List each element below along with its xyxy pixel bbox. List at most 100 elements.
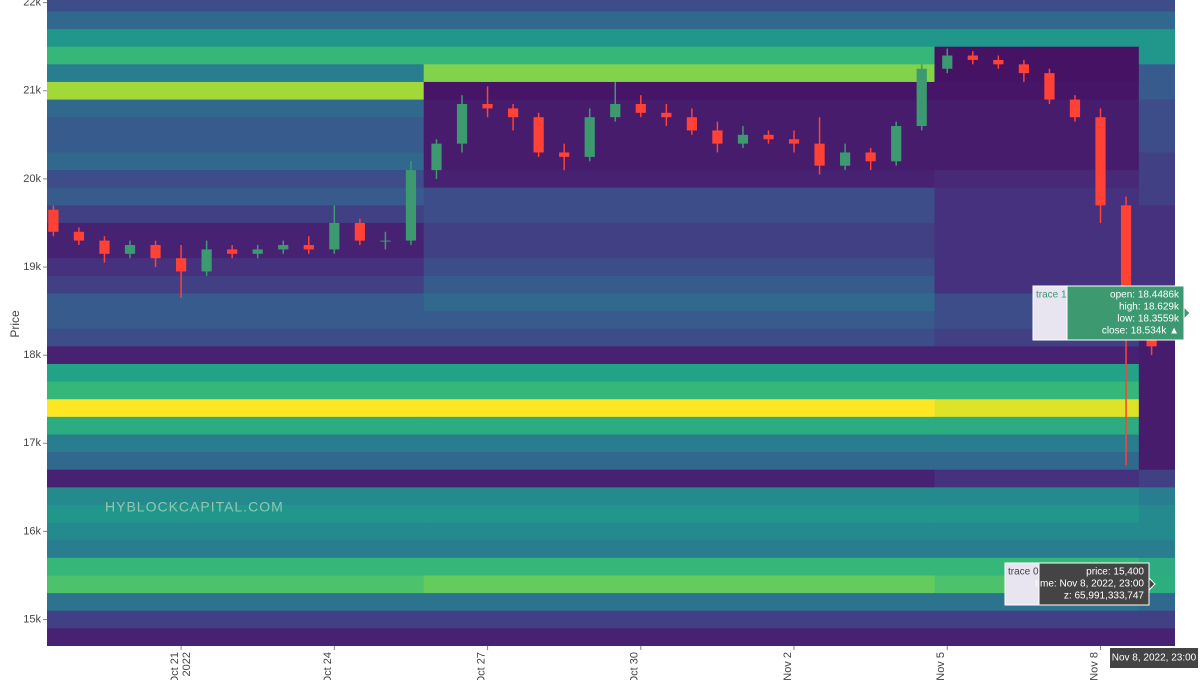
- heatmap-cell: [1138, 487, 1175, 506]
- heatmap-cell: [1138, 205, 1175, 224]
- heatmap-cell: [934, 240, 1140, 259]
- tooltip-line: close: 18.534k ▲: [1102, 326, 1179, 337]
- heatmap-cell: [1138, 434, 1175, 453]
- heatmap-cell: [47, 610, 425, 629]
- heatmap-cell: [423, 522, 936, 541]
- heatmap-cell: [47, 134, 425, 153]
- heatmap-cell: [47, 64, 425, 83]
- tooltip-name-box: [1032, 285, 1068, 341]
- heatmap-cell: [1138, 452, 1175, 471]
- y-tick-label: 22k: [23, 0, 41, 9]
- x-tick-label: Oct 21: [169, 652, 181, 680]
- candle-body: [405, 170, 417, 241]
- heatmap-cell: [934, 64, 1140, 83]
- heatmap-cell: [47, 275, 425, 294]
- heatmap-cell: [423, 205, 936, 224]
- candle-body: [431, 143, 442, 171]
- heatmap-cell: [934, 487, 1140, 506]
- candle-body: [635, 103, 646, 113]
- heatmap-cell: [934, 222, 1140, 242]
- candle-body: [456, 103, 468, 144]
- x-tick-label: Nov 2: [782, 652, 794, 680]
- heatmap-cell: [423, 557, 936, 576]
- heatmap-cell: [423, 628, 936, 646]
- candle-body: [891, 126, 902, 162]
- heatmap-cell: [1138, 0, 1175, 12]
- heatmap-cell: [1138, 381, 1175, 400]
- heatmap-cell: [423, 99, 936, 118]
- x-tick-label: Oct 30: [629, 652, 641, 680]
- heatmap-cell: [423, 293, 936, 312]
- tooltip-line: low: 18.3559k: [1117, 314, 1180, 325]
- heatmap-cell: [934, 381, 1140, 400]
- heatmap-cell: [934, 452, 1140, 471]
- candle-body: [814, 143, 825, 166]
- watermark: HYBLOCKCAPITAL.COM: [105, 499, 284, 515]
- heatmap-cell: [423, 29, 936, 48]
- candle-body: [967, 55, 978, 60]
- heatmap-cell: [1138, 29, 1175, 48]
- candle-body: [73, 231, 85, 241]
- heatmap-cell: [47, 187, 425, 206]
- candle-body: [661, 112, 672, 118]
- heatmap-cell: [423, 610, 936, 629]
- heatmap-cell: [423, 240, 936, 259]
- heatmap-cell: [1138, 170, 1175, 189]
- x-hover-box: [1110, 648, 1198, 668]
- candle-body: [175, 258, 187, 272]
- heatmap-cell: [47, 311, 425, 330]
- x-tick-year: 2022: [181, 652, 193, 676]
- heatmap-cell: [47, 170, 425, 189]
- heatmap-cell: [934, 610, 1140, 629]
- heatmap-cell: [47, 99, 425, 118]
- heatmap-cell: [47, 469, 425, 488]
- heatmap-cell: [934, 504, 1140, 524]
- heatmap-cell: [934, 170, 1140, 189]
- heatmap-cell: [47, 628, 425, 646]
- heatmap-cell: [47, 540, 425, 559]
- heatmap-cell: [47, 593, 425, 612]
- y-tick-label: 21k: [23, 85, 41, 97]
- heatmap-cell: [47, 346, 425, 365]
- heatmap-cell: [423, 487, 936, 506]
- heatmap-cell: [47, 222, 425, 242]
- heatmap-cell: [47, 117, 425, 136]
- candle-body: [533, 117, 544, 153]
- heatmap-cell: [934, 205, 1140, 224]
- heatmap-cell: [934, 29, 1140, 48]
- heatmap-cell: [934, 399, 1140, 418]
- heatmap-cell: [1138, 610, 1175, 629]
- heatmap-cell: [1138, 11, 1175, 30]
- heatmap-cell: [1138, 81, 1175, 101]
- heatmap-cell: [1138, 416, 1175, 435]
- heatmap-cell: [47, 152, 425, 171]
- heatmap-cell: [1138, 363, 1175, 383]
- heatmap-cell: [934, 416, 1140, 435]
- heatmap-cell: [934, 540, 1140, 559]
- heatmap-cell: [423, 46, 936, 65]
- x-tick-label: Oct 24: [322, 652, 334, 680]
- heatmap-cell: [423, 117, 936, 136]
- heatmap-cell: [1138, 99, 1175, 118]
- heatmap-cell: [423, 434, 936, 453]
- candle-body: [584, 117, 595, 157]
- tooltip-name: trace 1: [1036, 290, 1067, 301]
- heatmap-cell: [423, 187, 936, 206]
- tooltip-line: time: Nov 8, 2022, 23:00: [1035, 579, 1144, 590]
- candle-body: [1018, 64, 1029, 74]
- heatmap-cell: [1138, 258, 1175, 277]
- heatmap-cell: [1138, 222, 1175, 242]
- heatmap-cell: [423, 593, 936, 612]
- heatmap-cell: [423, 134, 936, 153]
- y-tick-label: 19k: [23, 261, 41, 273]
- heatmap-cell: [1138, 469, 1175, 488]
- heatmap-cell: [934, 117, 1140, 136]
- heatmap-cell: [47, 522, 425, 541]
- heatmap-cell: [423, 81, 936, 101]
- candle-body: [48, 209, 59, 232]
- y-tick-label: 16k: [23, 525, 41, 537]
- candle-body: [1069, 99, 1081, 118]
- plot-area: [47, 0, 1175, 646]
- candle-body: [610, 103, 621, 118]
